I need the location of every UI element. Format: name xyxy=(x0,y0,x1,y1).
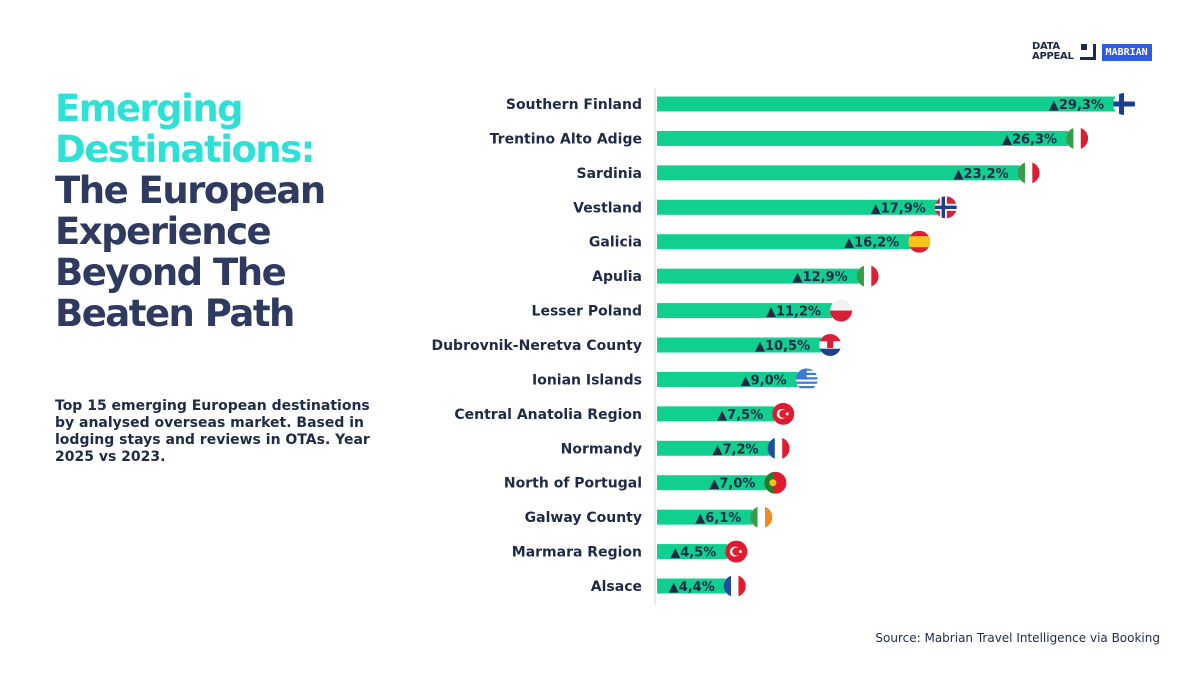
title-line: Experience xyxy=(55,210,272,253)
logo-line1: DATA xyxy=(1032,41,1060,52)
category-label: Trentino Alto Adige xyxy=(490,131,642,147)
france-flag-icon xyxy=(767,437,790,460)
bar xyxy=(657,371,798,387)
category-label: Apulia xyxy=(592,269,642,285)
bar xyxy=(657,165,1020,181)
category-label: Galway County xyxy=(525,510,642,526)
data-label: ▲7,5% xyxy=(717,408,763,423)
data-label: ▲10,5% xyxy=(755,339,810,354)
category-label: Lesser Poland xyxy=(532,304,642,320)
data-label: ▲4,5% xyxy=(670,546,716,561)
italy-flag-icon xyxy=(1066,127,1089,150)
data-label: ▲12,9% xyxy=(793,270,848,285)
logo-line2: APPEAL xyxy=(1032,51,1074,62)
greece-flag-icon xyxy=(795,368,818,391)
bar xyxy=(657,406,775,422)
bar xyxy=(657,130,1069,146)
data-label: ▲17,9% xyxy=(871,201,926,216)
poland-flag-icon xyxy=(830,299,853,322)
italy-flag-icon xyxy=(856,265,879,288)
norway-flag-icon xyxy=(934,196,957,219)
mabrian-logo: MABRIAN xyxy=(1101,43,1152,61)
data-label: ▲7,0% xyxy=(709,477,755,492)
category-label: Marmara Region xyxy=(512,545,642,561)
category-label: Ionian Islands xyxy=(532,372,642,388)
bar xyxy=(657,509,753,525)
bar xyxy=(657,199,937,215)
italy-flag-icon xyxy=(1017,161,1040,184)
category-label: Central Anatolia Region xyxy=(454,407,642,423)
category-label: Southern Finland xyxy=(506,97,642,113)
data-label: ▲9,0% xyxy=(741,373,787,388)
bar xyxy=(657,234,911,250)
bar xyxy=(657,268,859,284)
title-line: Emerging xyxy=(55,87,244,130)
finland-flag-icon xyxy=(1113,93,1135,115)
category-label: North of Portugal xyxy=(504,476,642,492)
bar xyxy=(657,544,728,560)
title-line: The European xyxy=(55,169,326,212)
data-label: ▲4,4% xyxy=(669,580,715,595)
category-label: Galicia xyxy=(589,235,642,251)
category-label: Vestland xyxy=(573,200,642,216)
category-label: Sardinia xyxy=(577,166,642,182)
description: Top 15 emerging European destinations by… xyxy=(55,398,370,465)
logo: DATA APPEAL MABRIAN xyxy=(1032,42,1152,62)
category-label: Alsace xyxy=(591,579,642,595)
turkey-flag-icon xyxy=(772,402,795,425)
bar xyxy=(657,578,726,594)
ireland-flag-icon xyxy=(750,506,773,529)
turkey-flag-icon xyxy=(725,540,748,563)
bar xyxy=(657,337,822,353)
bar xyxy=(657,303,833,319)
data-label: ▲7,2% xyxy=(712,442,758,457)
croatia-flag-icon xyxy=(819,334,842,357)
category-label: Normandy xyxy=(561,441,642,457)
title-line: Beaten Path xyxy=(55,292,295,335)
logo-mark-icon xyxy=(1079,44,1096,60)
data-label: ▲6,1% xyxy=(695,511,741,526)
france-flag-icon xyxy=(723,575,746,598)
data-label: ▲23,2% xyxy=(954,167,1009,182)
bar xyxy=(657,475,767,491)
page-title: Emerging Destinations: The European Expe… xyxy=(55,87,326,335)
data-label: ▲16,2% xyxy=(844,236,899,251)
data-appeal-logo: DATA APPEAL xyxy=(1032,42,1074,62)
data-label: ▲29,3% xyxy=(1049,98,1104,113)
bar xyxy=(657,440,770,456)
title-line: Destinations: xyxy=(55,128,315,171)
source-note: Source: Mabrian Travel Intelligence via … xyxy=(875,631,1160,645)
portugal-flag-icon xyxy=(764,471,787,494)
title-line: Beyond The xyxy=(55,251,287,294)
category-label: Dubrovnik-Neretva County xyxy=(431,338,642,354)
data-label: ▲11,2% xyxy=(766,305,821,320)
data-label: ▲26,3% xyxy=(1002,132,1057,147)
spain-flag-icon xyxy=(908,230,931,253)
bar xyxy=(657,96,1115,112)
